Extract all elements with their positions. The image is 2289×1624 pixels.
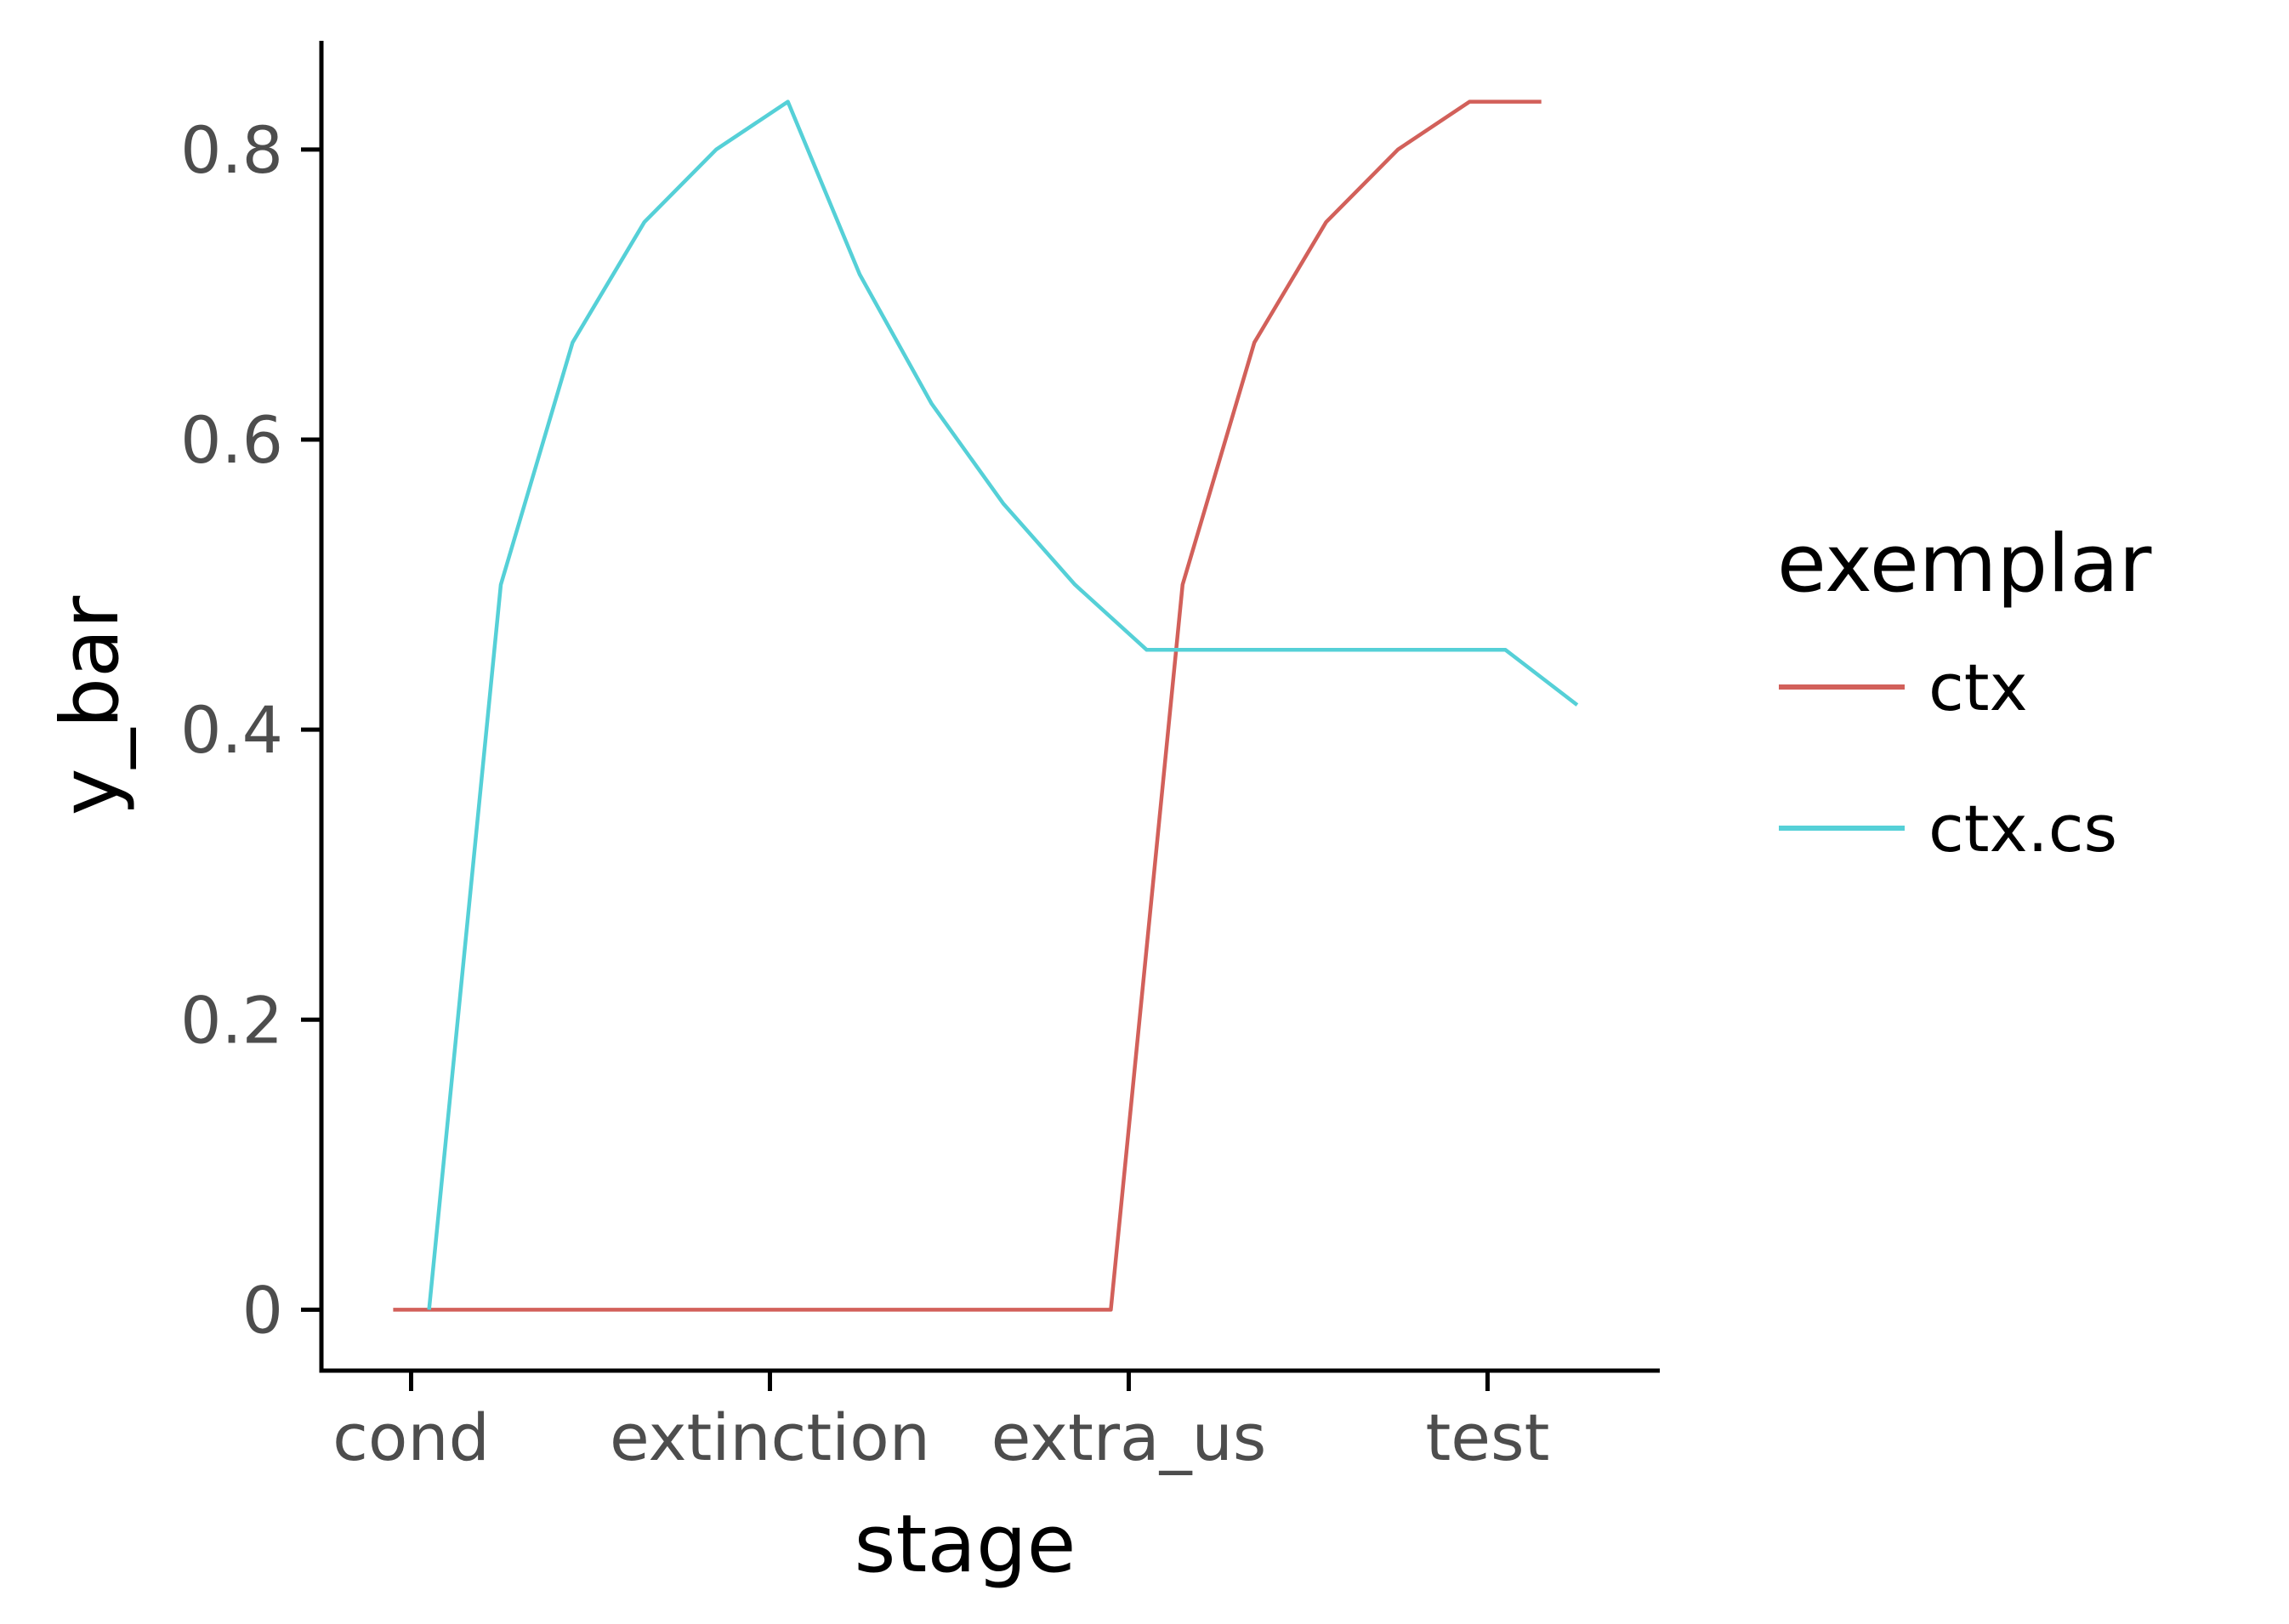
legend: exemplar ctx ctx.cs bbox=[1777, 518, 2152, 866]
x-tick-label: test bbox=[1425, 1400, 1549, 1475]
y-tick-label: 0.8 bbox=[180, 112, 283, 188]
x-tick-label: extra_us bbox=[991, 1400, 1267, 1475]
y-axis-title: y_bar bbox=[44, 595, 137, 815]
series-layer bbox=[393, 99, 1579, 1312]
y-tick-label: 0.2 bbox=[180, 982, 283, 1058]
x-axis-ticks: cond extinction extra_us test bbox=[332, 1371, 1549, 1475]
legend-label: ctx.cs bbox=[1928, 791, 2117, 866]
y-tick-label: 0.6 bbox=[180, 402, 283, 478]
axes: 0 0.2 0.4 0.6 0.8 cond extinction extra_us test bbox=[180, 41, 1660, 1475]
x-axis-title: stage bbox=[855, 1498, 1076, 1591]
legend-label: ctx bbox=[1928, 650, 2028, 725]
legend-entries: ctx ctx.cs bbox=[1779, 650, 2117, 866]
series-line-ctx-cs bbox=[427, 99, 1579, 1310]
x-tick-label: cond bbox=[332, 1400, 490, 1475]
y-axis-ticks: 0 0.2 0.4 0.6 0.8 bbox=[180, 112, 321, 1348]
y-tick-label: 0.4 bbox=[180, 692, 283, 768]
x-tick-label: extinction bbox=[610, 1400, 930, 1475]
series-line-ctx bbox=[393, 99, 1542, 1312]
y-tick-label: 0 bbox=[242, 1272, 283, 1348]
legend-title: exemplar bbox=[1777, 518, 2152, 610]
